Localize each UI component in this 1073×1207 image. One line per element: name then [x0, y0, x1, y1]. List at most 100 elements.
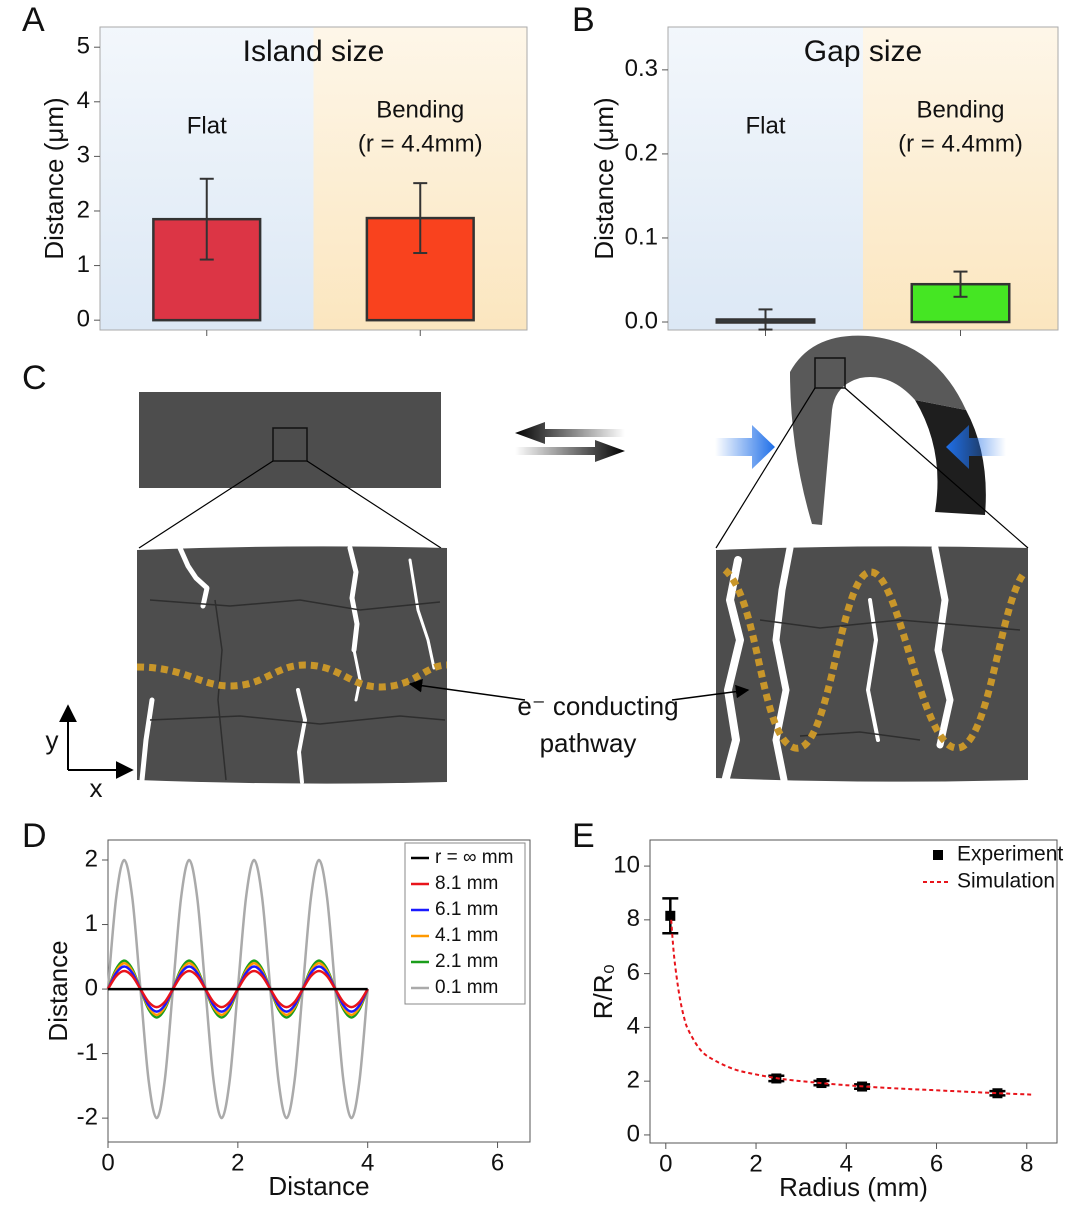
x-axis-label: Distance: [268, 1171, 369, 1201]
plot-frame: [649, 839, 1058, 1144]
y-tick-label: -2: [77, 1103, 98, 1130]
fine-crack: [149, 715, 446, 725]
x-tick-label: 4: [840, 1150, 853, 1177]
chart-3: E 0 2 4 6 8 Radius (mm) 0 2 4 6 8 10 R/R₀ Experiment Si…: [572, 817, 1063, 1202]
crack: [722, 556, 744, 782]
annotation: e⁻ conducting: [517, 691, 678, 721]
legend-label: 8.1 mm: [435, 873, 498, 894]
zoom-line: [306, 460, 442, 549]
category-label: (r = 4.4mm): [358, 130, 483, 157]
fine-crack: [149, 599, 441, 611]
x-tick-label: 2: [749, 1150, 762, 1177]
chart-0: A Island size Flat Bending (r = 4.4mm) 0 1 2 3 4 5…: [22, 1, 528, 336]
y-tick-label: 0.3: [625, 55, 658, 82]
crack: [408, 558, 436, 670]
category-label: Bending: [376, 96, 464, 123]
x-tick-label: 2: [231, 1149, 244, 1176]
panel-label: E: [572, 817, 595, 855]
category-label: Flat: [745, 112, 785, 139]
y-tick-label: 0.2: [625, 139, 658, 166]
panel-label: C: [22, 359, 47, 397]
crack: [347, 545, 360, 653]
bent-sheet: [790, 335, 966, 525]
arrow-right: [515, 440, 625, 462]
zoom-box: [814, 357, 846, 389]
y-axis-label: Distance: [43, 940, 73, 1041]
y-tick-label: 4: [627, 1013, 640, 1040]
y-tick-label: 6: [627, 959, 640, 986]
crack: [139, 697, 155, 783]
category-label: Flat: [187, 112, 227, 139]
zoom-line: [138, 460, 274, 549]
legend-label: 4.1 mm: [435, 925, 498, 946]
y-axis-label: Distance (μm): [589, 97, 619, 259]
y-tick-label: -1: [77, 1039, 98, 1066]
chart-title: Gap size: [804, 35, 922, 68]
x-tick-label: 0: [659, 1150, 672, 1177]
diagram-c: C: [22, 335, 1029, 803]
y-tick-label: 2: [85, 845, 98, 872]
crack: [296, 688, 307, 784]
crack: [931, 544, 954, 749]
flat-sheet: [139, 392, 441, 488]
point: [992, 1088, 1003, 1099]
y-axis-label: R/R₀: [588, 964, 618, 1020]
y-tick-label: 8: [627, 905, 640, 932]
y-tick-label: 10: [613, 851, 640, 878]
y-tick-label: 0.1: [625, 223, 658, 250]
plot-frame: [99, 26, 528, 331]
chart-title: Island size: [243, 35, 385, 68]
zoom-line: [844, 387, 1029, 549]
legend-label: r = ∞ mm: [435, 847, 513, 868]
legend-swatch: [933, 850, 943, 860]
crack: [772, 544, 794, 784]
y-tick-label: 0: [77, 306, 90, 333]
bent-sheet-back: [915, 400, 986, 515]
plot-frame: [667, 26, 1059, 331]
y-tick-label: 1: [85, 910, 98, 937]
press-arrow: [715, 425, 775, 469]
y-tick-label: 0: [627, 1120, 640, 1147]
fine-crack: [759, 619, 1021, 631]
arrow-left: [515, 422, 625, 444]
x-tick-label: 6: [491, 1149, 504, 1176]
fine-crack: [214, 599, 227, 781]
axis-name: x: [90, 773, 103, 803]
line-series: [670, 919, 1032, 1096]
point: [665, 910, 676, 921]
panel-label: B: [572, 1, 595, 39]
crack: [177, 545, 210, 609]
legend-label: Simulation: [957, 870, 1055, 893]
chart-1: B Gap size Flat Bending (r = 4.4mm) 0.0 0.1 0.2…: [572, 1, 1059, 336]
zoom-line: [715, 387, 816, 549]
legend-label: 6.1 mm: [435, 899, 498, 920]
y-axis-label: Distance (μm): [39, 97, 69, 259]
legend-label: 0.1 mm: [435, 977, 498, 998]
panel-label: D: [22, 817, 47, 855]
conduction-path: [722, 567, 1028, 752]
y-tick-label: 1: [77, 251, 90, 278]
y-tick-label: 0.0: [625, 307, 658, 334]
point: [816, 1078, 827, 1089]
fine-crack: [799, 731, 921, 741]
y-tick-label: 0: [85, 974, 98, 1001]
conduction-path: [136, 661, 448, 691]
panel-label: A: [22, 1, 45, 39]
category-label: Bending: [916, 96, 1004, 123]
axis-name: y: [46, 725, 59, 755]
y-tick-label: 5: [77, 33, 90, 60]
y-tick-label: 2: [627, 1067, 640, 1094]
crack: [866, 598, 880, 742]
x-tick-label: 4: [361, 1149, 374, 1176]
x-tick-label: 6: [930, 1150, 943, 1177]
x-axis-label: Radius (mm): [779, 1172, 928, 1202]
x-tick-label: 0: [101, 1149, 114, 1176]
x-tick-label: 8: [1020, 1150, 1033, 1177]
y-tick-label: 3: [77, 142, 90, 169]
category-band: [668, 27, 863, 330]
bar: [152, 217, 262, 322]
legend-box: [404, 842, 526, 1005]
press-arrow: [946, 425, 1006, 469]
plot-frame: [107, 839, 531, 1143]
zoom-box: [272, 427, 308, 462]
